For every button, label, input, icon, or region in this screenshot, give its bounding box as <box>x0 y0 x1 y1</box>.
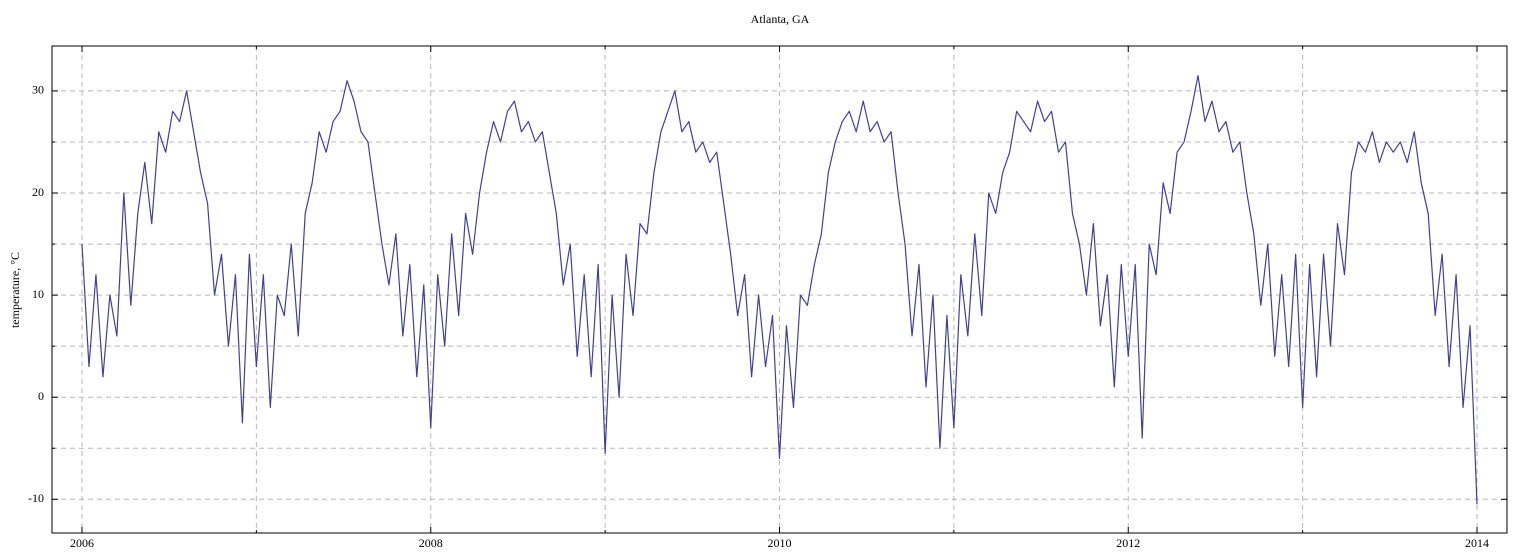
data-line <box>81 75 1478 505</box>
y-tick-label: 30 <box>32 83 44 97</box>
y-tick-label: 20 <box>32 185 44 199</box>
plot-area <box>81 75 1478 505</box>
x-tick-label: 2014 <box>1465 536 1489 550</box>
y-tick-label: 10 <box>32 287 44 301</box>
chart-title: Atlanta, GA <box>751 12 810 26</box>
x-tick-label: 2010 <box>768 536 792 550</box>
grid <box>52 46 1507 533</box>
axes: 2006 2008 2010 2012 2014 -10 0 10 20 30 <box>28 45 1508 550</box>
x-tick-label: 2006 <box>70 536 94 550</box>
y-tick-label: 0 <box>38 389 44 403</box>
x-tick-label: 2008 <box>419 536 443 550</box>
y-tick-label: -10 <box>28 491 44 505</box>
x-tick-label: 2012 <box>1116 536 1140 550</box>
y-axis-label: temperature, °C <box>8 252 22 328</box>
